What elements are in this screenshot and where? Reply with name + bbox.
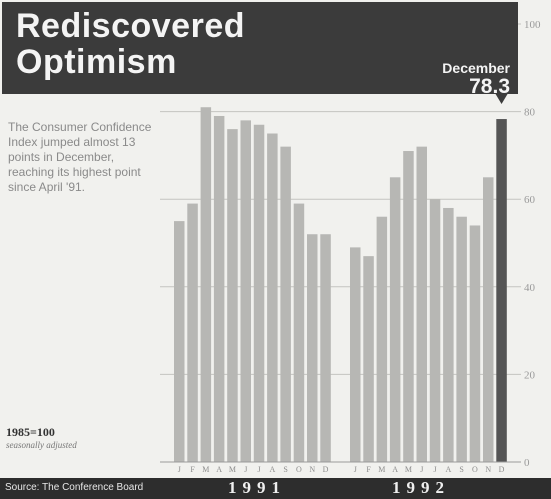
title-line-1: Rediscovered (16, 7, 245, 45)
bar-1991-4 (227, 129, 238, 462)
month-label-1992-0: J (354, 465, 357, 474)
y-tick-label-0: 0 (524, 457, 530, 469)
year-label-1992: 1992 (392, 478, 450, 497)
month-label-1992-3: A (392, 465, 398, 474)
y-tick-label-60: 60 (524, 194, 536, 206)
bar-1992-3 (389, 177, 401, 463)
bar-1992-0 (350, 247, 361, 462)
december-callout: December 78.3 (442, 60, 510, 98)
month-label-1991-5: J (244, 465, 247, 474)
bar-1992-11 (496, 119, 507, 463)
month-label-1992-11: D (499, 465, 505, 474)
month-label-1991-8: S (283, 465, 287, 474)
month-label-1992-9: O (472, 465, 478, 474)
bar-1992-2 (376, 216, 388, 462)
month-label-1992-1: F (366, 465, 371, 474)
bar-1991-2 (200, 107, 212, 462)
month-label-1991-9: O (296, 465, 302, 474)
month-label-1991-10: N (309, 465, 315, 474)
y-tick-label-40: 40 (524, 282, 536, 294)
bar-1991-11 (320, 234, 331, 462)
bar-1992-9 (469, 225, 481, 462)
month-label-1992-2: M (378, 465, 385, 474)
bar-1991-5 (240, 120, 251, 463)
bar-1991-8 (280, 146, 291, 462)
month-label-1991-6: J (257, 465, 260, 474)
bar-1992-7 (443, 207, 454, 462)
callout-value: 78.3 (469, 75, 510, 98)
y-tick-label-80: 80 (524, 107, 536, 119)
callout-label: December (442, 60, 510, 76)
chart-title: Rediscovered Optimism (16, 8, 316, 80)
month-label-1992-5: J (420, 465, 423, 474)
callout-pointer (495, 94, 508, 104)
month-label-1991-4: M (229, 465, 236, 474)
month-label-1991-7: A (269, 465, 275, 474)
base-note: 1985=100 seasonally adjusted (6, 425, 77, 450)
bar-1991-6 (253, 124, 265, 463)
base-index: 1985=100 (6, 425, 55, 439)
month-label-1991-0: J (178, 465, 181, 474)
bar-1991-10 (307, 234, 318, 462)
bar-1992-5 (416, 146, 427, 462)
y-tick-label-20: 20 (524, 369, 536, 381)
bar-1991-9 (293, 203, 305, 462)
month-label-1992-6: J (433, 465, 436, 474)
bar-1992-8 (456, 216, 467, 462)
month-label-1991-11: D (323, 465, 329, 474)
bar-1991-3 (213, 115, 225, 462)
month-label-1992-7: A (445, 465, 451, 474)
y-tick-label-100: 100 (524, 19, 541, 31)
annotation-text: The Consumer Confidence Index jumped alm… (8, 120, 152, 194)
bar-1991-7 (267, 133, 278, 462)
year-label-1991: 1991 (228, 478, 286, 497)
bar-1991-1 (187, 203, 198, 462)
month-label-1992-4: M (405, 465, 412, 474)
source-credit: Source: The Conference Board (5, 482, 144, 493)
bar-1992-1 (363, 256, 374, 462)
title-banner: Rediscovered Optimism December 78.3 (2, 2, 518, 98)
bar-1992-4 (403, 151, 414, 462)
month-label-1991-2: M (202, 465, 209, 474)
base-adjustment: seasonally adjusted (6, 440, 77, 450)
title-line-2: Optimism (16, 43, 177, 81)
month-label-1991-3: A (216, 465, 222, 474)
footer-bar: Source: The Conference Board 1991 1992 (0, 478, 551, 499)
bar-1991-0 (174, 221, 185, 462)
bar-1992-6 (429, 199, 441, 462)
bar-1992-10 (483, 177, 494, 463)
month-label-1992-8: S (459, 465, 463, 474)
month-label-1991-1: F (190, 465, 195, 474)
month-label-1992-10: N (485, 465, 491, 474)
